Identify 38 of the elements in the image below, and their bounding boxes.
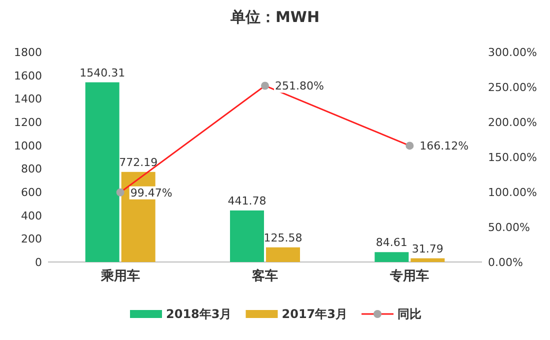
y-tick-label: 1200	[14, 116, 42, 129]
y2-tick-label: 300.00%	[488, 46, 537, 59]
y2-tick-label: 200.00%	[488, 116, 537, 129]
data-label: 166.12%	[420, 140, 469, 153]
data-label: 1540.31	[80, 66, 126, 80]
y2-tick-label: 150.00%	[488, 151, 537, 164]
y-tick-label: 0	[35, 256, 42, 269]
y-tick-label: 1800	[14, 46, 42, 59]
x-tick-label: 专用车	[389, 268, 430, 284]
x-tick-label: 客车	[251, 268, 278, 284]
data-label: 251.80%	[275, 80, 324, 93]
chart-title: 单位：MWH	[229, 8, 320, 26]
x-tick-label: 乘用车	[100, 268, 140, 284]
data-label: 99.47%	[130, 186, 172, 200]
bar	[266, 247, 300, 262]
y-tick-label: 400	[21, 209, 42, 222]
bar	[230, 210, 264, 262]
y-tick-label: 1600	[14, 69, 42, 82]
legend-label: 同比	[398, 307, 422, 321]
legend-label: 2018年3月	[166, 307, 232, 321]
y-tick-label: 800	[21, 162, 42, 176]
y2-tick-label: 50.00%	[488, 221, 530, 234]
legend-label: 2017年3月	[282, 307, 348, 321]
y-tick-label: 200	[21, 232, 42, 246]
y2-tick-label: 250.00%	[488, 81, 537, 94]
y-tick-label: 1400	[14, 92, 42, 106]
data-label: 125.58	[264, 231, 302, 244]
bar	[85, 82, 120, 262]
data-label: 772.19	[119, 156, 158, 169]
bar	[410, 258, 445, 262]
data-label: 441.78	[228, 194, 266, 208]
y-tick-label: 600	[21, 186, 42, 199]
y-tick-label: 1000	[14, 139, 42, 152]
y2-tick-label: 100.00%	[488, 186, 537, 199]
y2-tick-label: 0.00%	[488, 256, 523, 269]
data-label: 31.79	[412, 242, 444, 256]
bar	[374, 252, 409, 262]
data-label: 84.61	[376, 236, 408, 250]
